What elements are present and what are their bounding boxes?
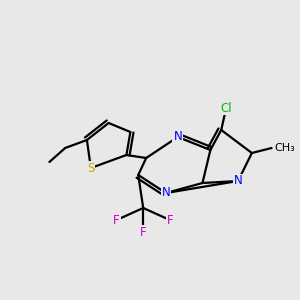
Text: CH₃: CH₃ — [274, 143, 295, 153]
Text: Cl: Cl — [220, 101, 232, 115]
Text: F: F — [113, 214, 120, 226]
Text: S: S — [87, 161, 94, 175]
Text: N: N — [234, 175, 242, 188]
Text: N: N — [173, 130, 182, 143]
Text: F: F — [140, 226, 146, 238]
Text: F: F — [167, 214, 173, 226]
Text: N: N — [162, 187, 170, 200]
